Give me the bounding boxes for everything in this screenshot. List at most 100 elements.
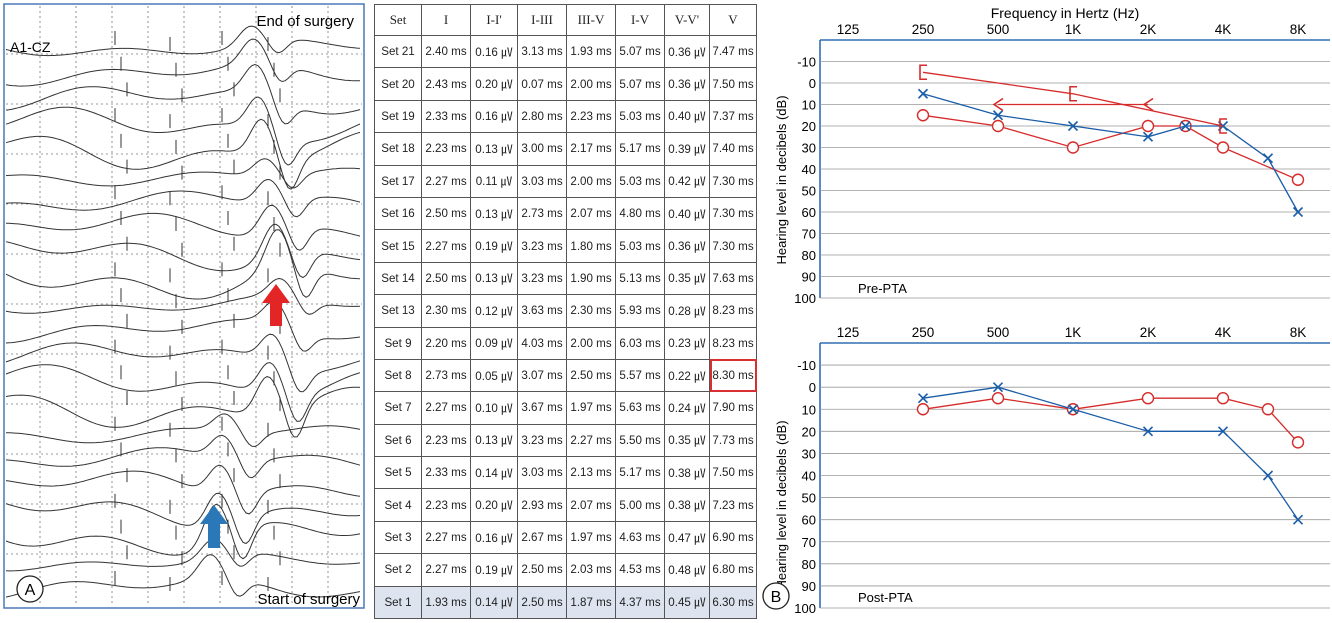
latency-cell: 5.07 ms [615,67,665,101]
column-header: I-V [615,4,665,36]
left-ear-air-marker [1142,131,1154,142]
waveform-trace [5,554,361,598]
right-ear-air-marker [991,119,1005,133]
series-line [922,93,1299,213]
y-tick-label: 40 [802,162,816,177]
latency-cell: 7.30 ms [709,164,757,198]
latency-cell: 0.05 ㎶ [470,358,518,393]
y-tick-label: 50 [802,184,816,199]
column-header: Set [374,4,422,36]
pre-pta-audiogram: 125 250 500 1K 2K 4K 8K -10 0 10 20 30 40 50 60 70 80 90 1… [794,22,1330,306]
latency-cell: 4.03 ms [517,326,567,360]
panel-b-label: B [771,589,782,606]
latency-cell: 3.13 ms [517,34,567,69]
right-ear-bone-marker [919,64,927,81]
y-tick-label: 20 [802,424,816,439]
latency-cell: 2.50 ms [517,553,567,587]
table-row: Set 3 2.27 ms 0.16 ㎶ 2.67 ms 1.97 ms 4.63 ms 0… [374,520,757,555]
abr-waveform-chart: A1-CZ End of surgery Start of surgery A [3,3,365,609]
column-header: I-III [517,4,567,36]
y-tick-label: 30 [802,446,816,461]
y-tick-label: 0 [809,76,816,91]
table-body: Set 21 2.40 ms 0.16 ㎶ 3.13 ms 1.93 ms 5.07 ms… [374,34,757,620]
latency-cell: 0.20 ㎶ [470,488,518,522]
latency-cell: 2.33 ms [421,99,471,134]
latency-cell: 6.03 ms [615,326,665,360]
waveform-trace [5,223,361,279]
latency-cell: 3.23 ms [517,261,567,296]
abr-latency-table: Set I I-I' I-III III-V I-V V-V' V Set 21 2.40 ms… [374,4,757,620]
end-of-surgery-label: End of surgery [256,13,354,30]
freq-tick-label: 125 [837,22,860,37]
latency-cell: 0.14 ㎶ [470,585,518,620]
latency-cell: 5.13 ms [615,261,665,296]
y-tick-label: 100 [794,291,816,306]
latency-cell: 0.10 ㎶ [470,391,518,425]
column-header: V [709,4,757,36]
latency-cell: 0.24 ㎶ [664,391,710,425]
waveform-trace [6,204,361,251]
latency-cell: 2.27 ms [421,553,471,587]
latency-cell: 2.67 ms [517,520,567,555]
latency-cell: 0.40 ㎶ [664,99,710,134]
left-ear-air-marker [1292,514,1304,525]
column-header: III-V [566,4,616,36]
latency-cell: 0.22 ㎶ [664,358,710,393]
freq-tick-label: 2K [1140,22,1157,37]
latency-cell: 7.30 ms [709,229,757,263]
set-label-cell: Set 8 [374,358,422,393]
latency-cell: 1.97 ms [566,391,616,425]
waveform-trace [5,25,361,57]
latency-cell: 0.47 ㎶ [664,520,710,555]
latency-cell: 7.63 ms [709,261,757,296]
y-tick-label: 30 [802,141,816,156]
audiogram-panel: Frequency in Hertz (Hz) Hearing level in… [760,0,1332,618]
highlighted-latency-cell: 8.30 ms [709,358,757,393]
abr-latency-table-container: Set I I-I' I-III III-V I-V V-V' V Set 21 2.40 ms… [374,4,757,620]
latency-cell: 0.20 ㎶ [470,67,518,101]
waveform-trace [5,538,361,572]
right-ear-bone-marker [1069,85,1077,102]
latency-cell: 5.07 ms [615,34,665,69]
waveform-trace [5,118,361,190]
latency-cell: 5.00 ms [615,488,665,522]
latency-cell: 4.37 ms [615,585,665,620]
left-ear-air-marker [1180,120,1191,132]
set-label-cell: Set 21 [374,34,422,69]
y-tick-label: 70 [802,227,816,242]
latency-cell: 6.80 ms [709,553,757,587]
latency-cell: 0.16 ㎶ [470,34,518,69]
latency-cell: 0.13 ㎶ [470,423,518,458]
table-row: Set 5 2.33 ms 0.14 ㎶ 3.03 ms 2.13 ms 5.17 ms 0… [374,456,757,490]
latency-cell: 0.35 ㎶ [664,261,710,296]
y-tick-label: 90 [802,270,816,285]
left-ear-air-marker [1262,470,1274,481]
panel-a-label: A [25,582,36,599]
table-row: Set 21 2.40 ms 0.16 ㎶ 3.13 ms 1.93 ms 5.07 ms… [374,34,757,69]
column-header: I [421,4,471,36]
freq-tick-label: 2K [1140,325,1157,340]
latency-cell: 2.17 ms [566,132,616,166]
latency-cell: 5.93 ms [615,294,665,328]
right-ear-air-marker [1291,436,1305,449]
waveform-trace [5,492,361,545]
latency-cell: 2.43 ms [421,67,471,101]
latency-cell: 2.50 ms [566,358,616,393]
table-row: Set 15 2.27 ms 0.19 ㎶ 3.23 ms 1.80 ms 5.03 ms… [374,229,757,263]
waveform-trace [5,277,361,315]
latency-cell: 7.30 ms [709,196,757,231]
latency-cell: 2.23 ms [566,99,616,134]
latency-cell: 0.19 ㎶ [470,229,518,263]
latency-cell: 2.00 ms [566,67,616,101]
set-label-cell: Set 17 [374,164,422,198]
latency-cell: 0.39 ㎶ [664,132,710,166]
set-label-cell: Set 13 [374,294,422,328]
latency-cell: 7.90 ms [709,391,757,425]
waveform-trace [5,96,361,166]
freq-tick-label: 8K [1290,22,1307,37]
latency-cell: 0.19 ㎶ [470,553,518,587]
post-pta-audiogram: 125 250 500 1K 2K 4K 8K -10 0 10 20 30 40 50 60 70 80 90 1… [794,325,1330,616]
latency-cell: 2.27 ms [421,229,471,263]
latency-cell: 2.40 ms [421,34,471,69]
latency-cell: 0.38 ㎶ [664,488,710,522]
